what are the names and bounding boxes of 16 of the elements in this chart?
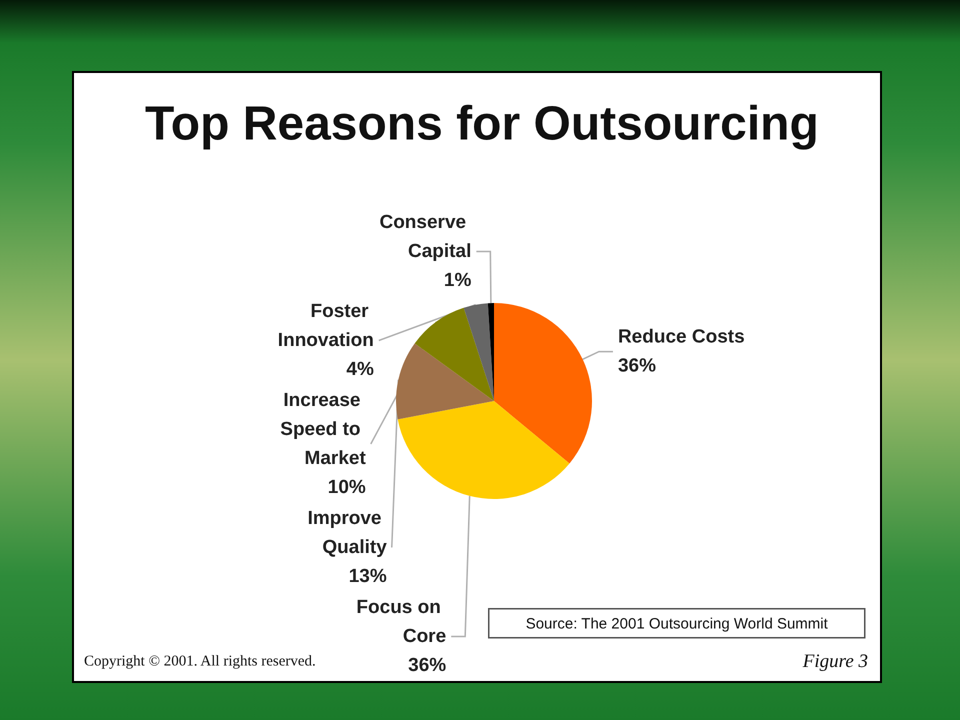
data-label: 4% — [346, 359, 374, 380]
data-label: 13% — [348, 566, 387, 587]
data-label: 1% — [444, 270, 472, 291]
slice-label: Reduce Costs — [618, 326, 745, 348]
slice-label: Focus on Core — [356, 597, 446, 647]
slice-label: Improve Quality — [308, 508, 388, 558]
data-label: 36% — [408, 655, 446, 676]
data-label: 10% — [328, 477, 366, 498]
slice-label: Conserve Capital — [379, 212, 472, 262]
caption: Figure 3 — [802, 651, 868, 672]
slice-label: Increase Speed to Market — [280, 390, 366, 469]
source-note: Source: The 2001 Outsourcing World Summit — [526, 615, 829, 632]
chart-title: Top Reasons for Outsourcing — [145, 98, 819, 150]
data-label: 36% — [618, 356, 656, 377]
slice-label: Foster Innovation — [278, 301, 374, 351]
text: Copyright © 2001. All rights reserved. — [84, 654, 316, 670]
